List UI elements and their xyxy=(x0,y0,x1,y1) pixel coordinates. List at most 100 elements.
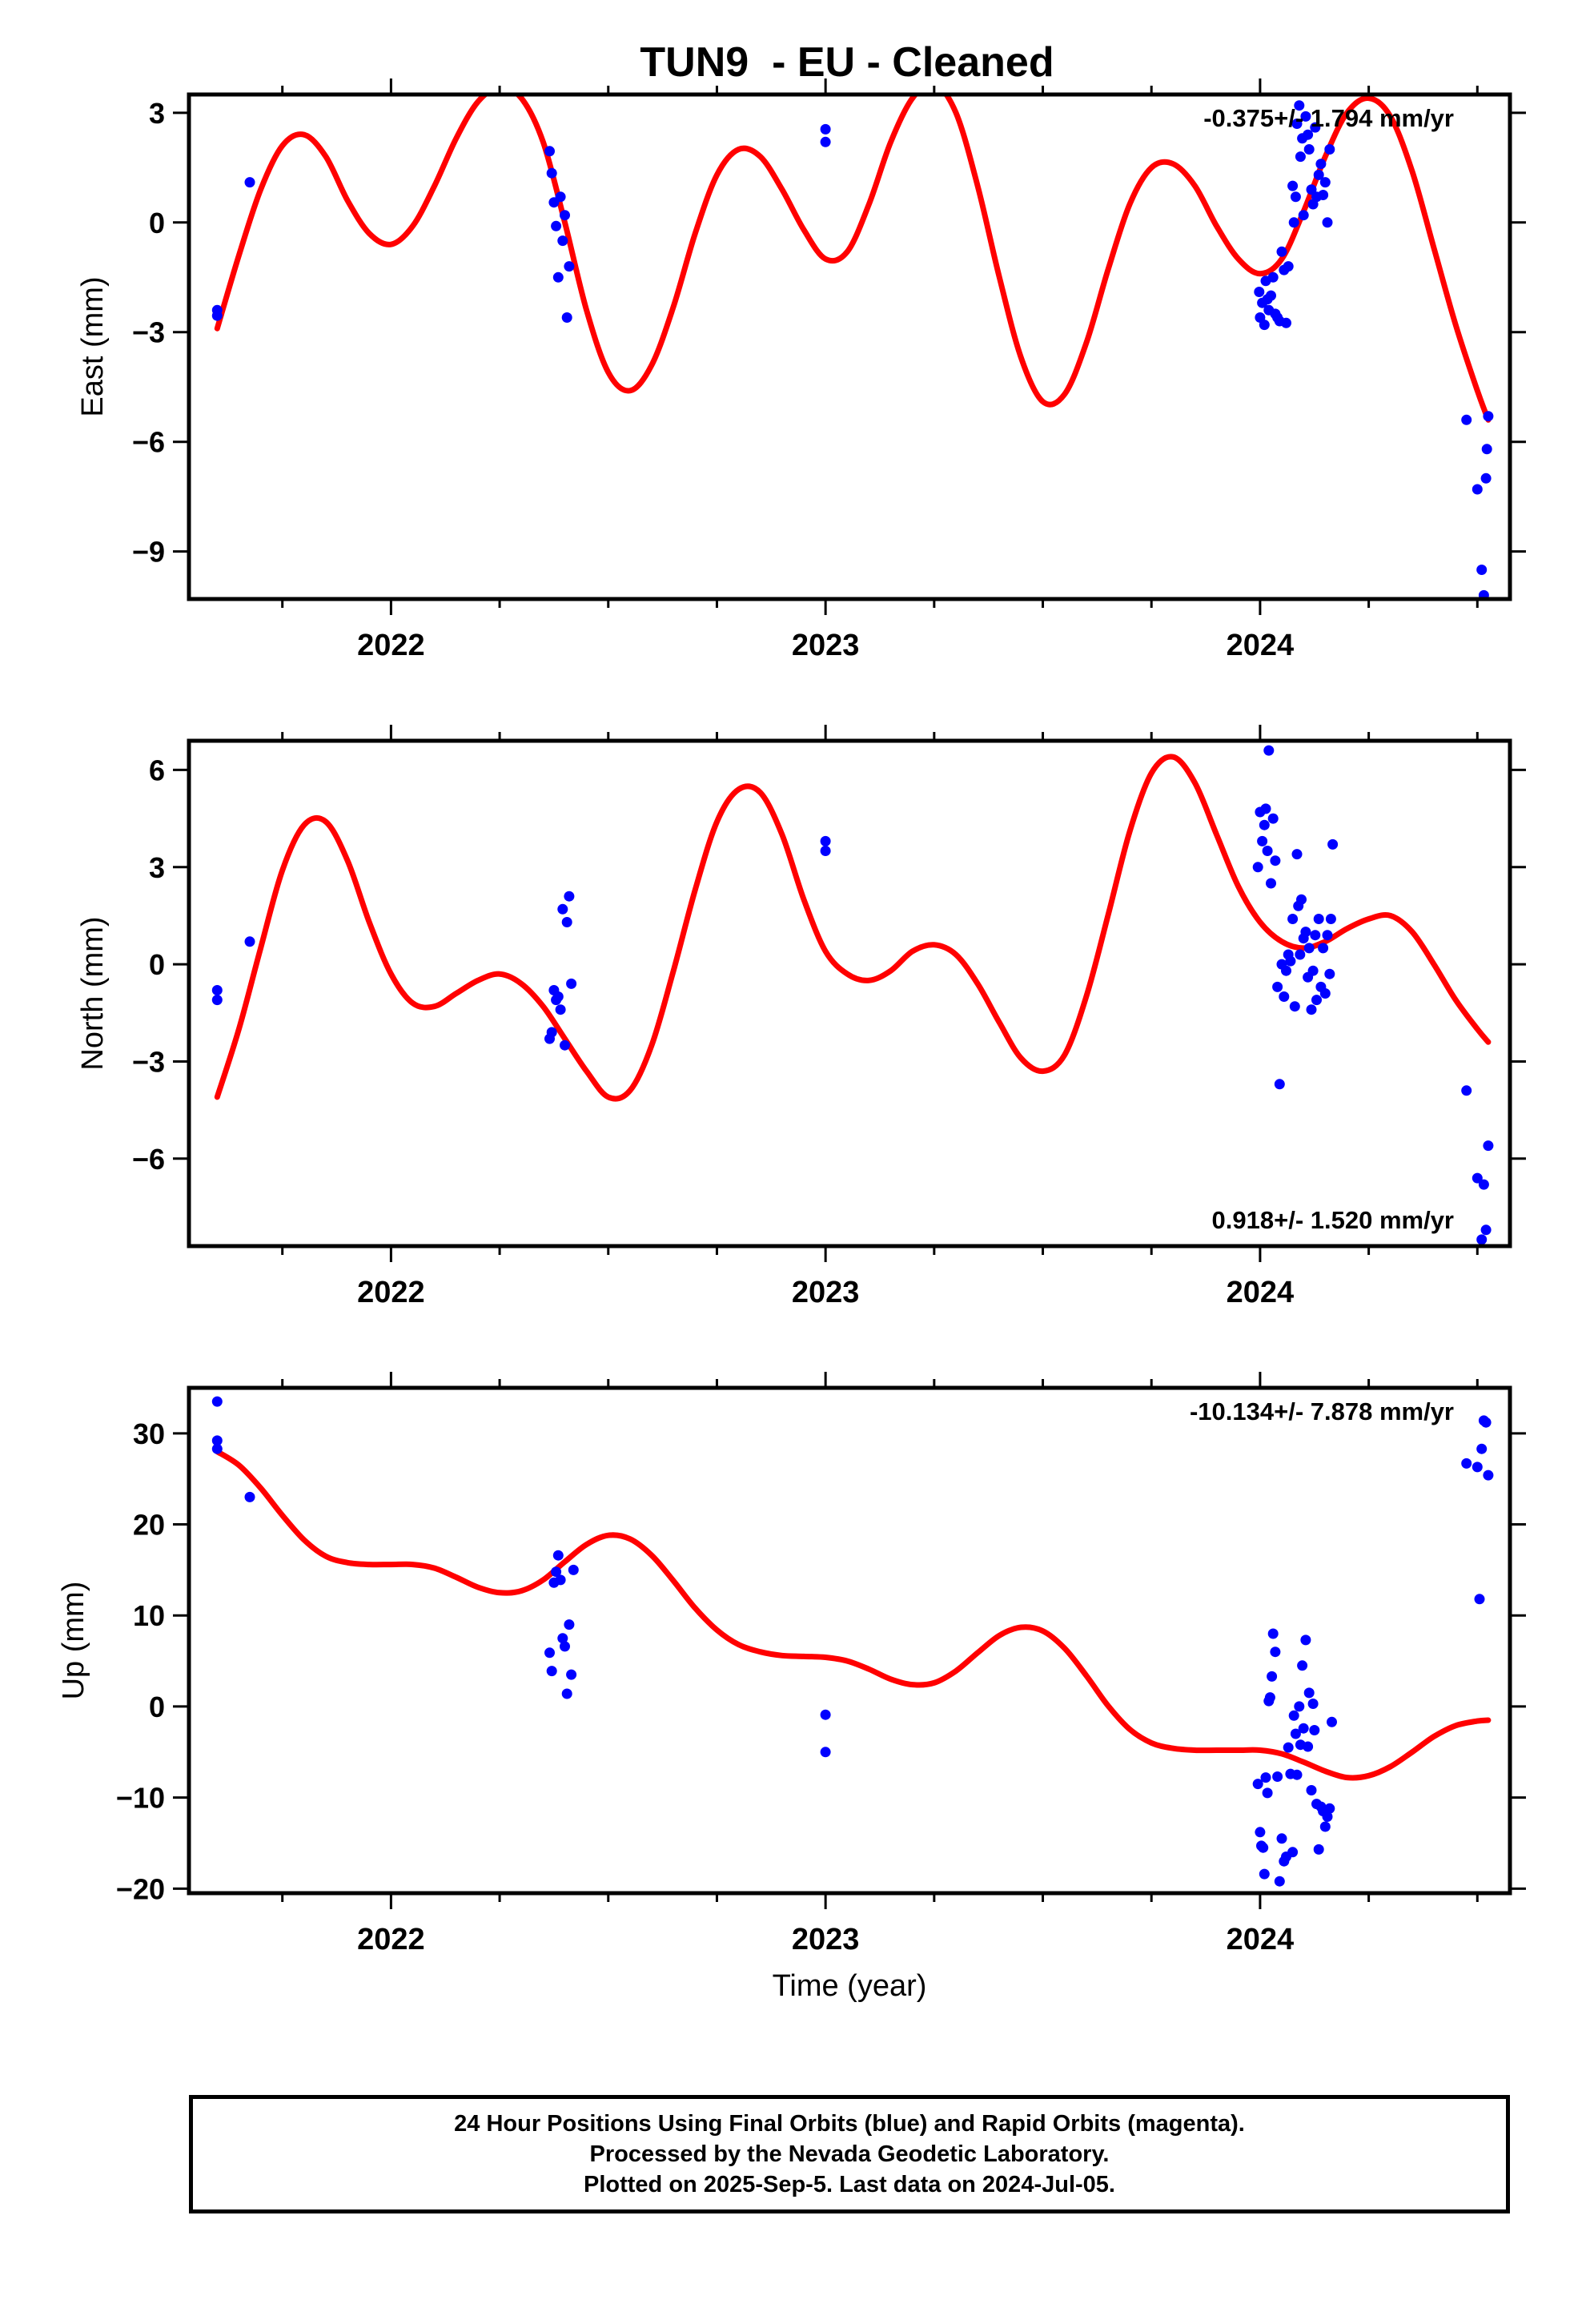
data-point xyxy=(1262,1787,1273,1799)
data-point xyxy=(1264,1692,1275,1703)
data-point xyxy=(820,846,831,856)
data-point xyxy=(561,312,572,323)
data-point xyxy=(1274,1079,1285,1090)
data-point xyxy=(555,191,566,203)
data-point xyxy=(211,985,223,995)
fit-curve xyxy=(214,94,1492,423)
data-point xyxy=(1483,411,1494,422)
north-panel-frame xyxy=(187,738,1512,1248)
rate-annotation: -10.134+/- 7.878 mm/yr xyxy=(1190,1397,1454,1425)
up-panel-y-ticks xyxy=(173,1432,1526,1890)
data-point xyxy=(1294,100,1305,111)
east-panel-frame xyxy=(187,92,1512,601)
data-point xyxy=(1290,191,1301,203)
data-point xyxy=(560,1039,570,1051)
data-point xyxy=(1252,1779,1263,1790)
y-tick-label: 0 xyxy=(149,1691,165,1723)
data-point xyxy=(1472,1462,1483,1473)
data-point xyxy=(1289,1001,1300,1012)
data-point xyxy=(1281,317,1291,328)
north-panel-y-ticks xyxy=(173,768,1526,1160)
north-panel-plot-area xyxy=(211,745,1494,1245)
data-point xyxy=(1327,838,1339,850)
data-point xyxy=(1472,484,1483,495)
data-point xyxy=(1260,803,1271,814)
data-point xyxy=(1255,1827,1266,1838)
y-tick-label: −3 xyxy=(132,1045,165,1078)
data-point xyxy=(1472,1172,1483,1184)
data-point xyxy=(1287,180,1299,191)
data-point xyxy=(1294,1701,1305,1712)
data-point xyxy=(1300,111,1311,122)
east-panel-y-ticks xyxy=(173,111,1526,553)
data-point xyxy=(1322,217,1333,228)
x-tick-label: 2023 xyxy=(792,629,860,662)
fit-curve xyxy=(214,1449,1492,1781)
data-point xyxy=(1313,1844,1324,1855)
data-point xyxy=(546,1666,557,1677)
data-point xyxy=(1324,1803,1335,1814)
data-point xyxy=(1474,1594,1485,1605)
data-point xyxy=(1295,151,1306,163)
data-point xyxy=(820,1747,831,1758)
data-point xyxy=(1461,414,1472,425)
data-point xyxy=(244,936,255,947)
up-panel: 2022 2023 2024 30 20 10 0 −10 −20 Up (mm) Time (ye… xyxy=(57,1372,1526,2003)
y-tick-label: 6 xyxy=(149,754,165,786)
y-tick-label: −20 xyxy=(116,1872,165,1905)
data-point xyxy=(1283,261,1294,272)
fit-curve xyxy=(214,754,1492,1102)
data-point xyxy=(1476,1234,1488,1245)
data-point xyxy=(1281,965,1291,976)
data-point xyxy=(244,1491,255,1502)
data-point xyxy=(1259,320,1270,331)
data-point xyxy=(1267,271,1279,283)
data-point xyxy=(561,1688,572,1699)
y-tick-label: −6 xyxy=(132,1143,165,1176)
data-point xyxy=(1298,1723,1309,1734)
data-point xyxy=(557,903,568,915)
data-point xyxy=(544,146,555,157)
data-point xyxy=(1310,930,1321,941)
x-tick-label: 2024 xyxy=(1227,1923,1295,1956)
data-point xyxy=(1300,927,1311,938)
data-point xyxy=(1283,1742,1294,1753)
data-point xyxy=(1306,184,1317,195)
x-tick-label: 2022 xyxy=(357,1276,425,1309)
data-point xyxy=(1303,144,1315,155)
data-point xyxy=(1260,1772,1271,1783)
data-point xyxy=(564,1619,575,1630)
x-tick-label: 2024 xyxy=(1227,629,1295,662)
data-point xyxy=(1258,1842,1269,1853)
data-point xyxy=(1476,565,1488,575)
data-point xyxy=(1319,1821,1331,1832)
data-point xyxy=(568,1564,579,1575)
y-tick-label: −3 xyxy=(132,316,165,349)
data-point xyxy=(1259,819,1270,830)
rate-annotation: -0.375+/- 1.794 mm/yr xyxy=(1203,104,1454,132)
north-panel: 2022 2023 2024 6 3 0 −3 −6 North (mm) 0.918+/- 1.… xyxy=(76,725,1526,1309)
data-point xyxy=(1272,1771,1283,1782)
data-point xyxy=(1291,849,1303,860)
y-tick-label: 3 xyxy=(149,851,165,884)
data-point xyxy=(1319,177,1331,188)
data-point xyxy=(1318,943,1329,954)
data-point xyxy=(1266,290,1276,301)
data-point xyxy=(546,167,557,179)
y-tick-label: 0 xyxy=(149,948,165,981)
data-point xyxy=(557,1633,568,1644)
data-point xyxy=(1324,144,1335,155)
data-point xyxy=(552,1550,564,1561)
data-point xyxy=(1291,1769,1303,1780)
data-point xyxy=(552,991,564,1002)
data-point xyxy=(1263,745,1275,756)
data-point xyxy=(560,210,570,221)
data-point xyxy=(1481,444,1492,455)
data-point xyxy=(1254,287,1265,297)
data-point xyxy=(1307,1699,1319,1709)
data-point xyxy=(1288,1710,1299,1721)
data-point xyxy=(1311,995,1322,1006)
data-point xyxy=(1262,846,1273,856)
data-point xyxy=(1300,1634,1311,1646)
x-tick-label: 2022 xyxy=(357,629,425,662)
